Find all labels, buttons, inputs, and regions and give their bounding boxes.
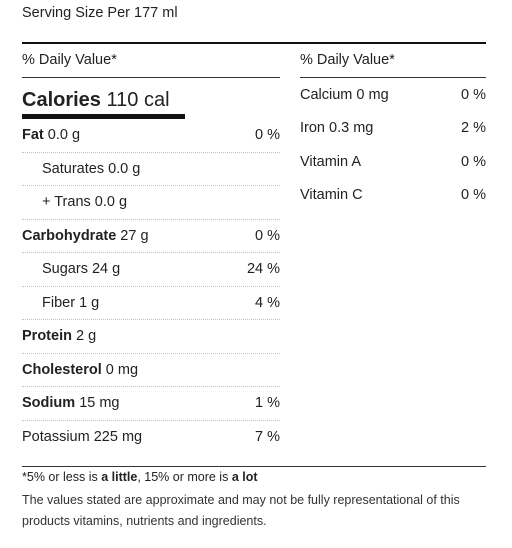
percent-footnote: *5% or less is a little, 15% or more is …: [22, 470, 258, 484]
nutrient-percent: 7 %: [255, 429, 280, 446]
nutrient-row: Protein 2 g: [22, 320, 280, 354]
nutrient-percent: 4 %: [255, 294, 280, 311]
nutrient-name: Carbohydrate 27 g: [22, 227, 149, 244]
nutrient-percent: 0 %: [255, 227, 280, 244]
nutrient-name: Sugars 24 g: [42, 261, 121, 278]
daily-value-header: % Daily Value*: [22, 46, 280, 78]
vitamin-row: Vitamin A 0 %: [300, 145, 486, 179]
calories-value: 110 cal: [106, 89, 170, 111]
nutrient-name: Sodium 15 mg: [22, 395, 120, 412]
vitamin-row: Iron 0.3 mg 2 %: [300, 112, 486, 146]
nutrient-name: Cholesterol 0 mg: [22, 361, 139, 378]
nutrient-row: Cholesterol 0 mg: [22, 354, 280, 387]
calories-underline: [22, 114, 185, 119]
nutrient-row: Sodium 15 mg 1 %: [22, 387, 280, 421]
vitamin-percent: 0 %: [461, 86, 486, 103]
vitamin-name: Iron 0.3 mg: [300, 120, 374, 137]
nutrient-percent: 0 %: [255, 127, 280, 144]
vitamin-name: Calcium 0 mg: [300, 86, 389, 103]
vitamins-column: % Daily Value* Calcium 0 mg 0 % Iron 0.3 m…: [300, 46, 486, 212]
calories-block: Calories 110 cal: [22, 78, 280, 119]
vitamin-name: Vitamin C: [300, 187, 363, 204]
bottom-divider: [22, 466, 486, 467]
nutrient-row: Saturates 0.0 g: [22, 153, 280, 186]
vitamin-percent: 0 %: [461, 187, 486, 204]
nutrient-row: Sugars 24 g 24 %: [22, 253, 280, 287]
calories-label: Calories: [22, 89, 101, 111]
vitamins-daily-value-header: % Daily Value*: [300, 46, 486, 78]
nutrient-row: Fat 0.0 g 0 %: [22, 119, 280, 153]
nutrient-name: Fiber 1 g: [42, 294, 100, 311]
vitamin-percent: 0 %: [461, 153, 486, 170]
vitamin-row: Vitamin C 0 %: [300, 179, 486, 213]
nutrient-name: Saturates 0.0 g: [42, 160, 141, 177]
vitamin-name: Vitamin A: [300, 153, 361, 170]
nutrient-percent: 24 %: [246, 261, 280, 278]
nutrient-row: Carbohydrate 27 g 0 %: [22, 220, 280, 253]
vitamin-row: Calcium 0 mg 0 %: [300, 78, 486, 112]
nutrient-row: Potassium 225 mg 7 %: [22, 421, 280, 455]
top-divider: [22, 42, 486, 44]
nutrient-row: Fiber 1 g 4 %: [22, 287, 280, 320]
nutrients-column: % Daily Value* Calories 110 cal Fat 0.0 …: [22, 46, 280, 454]
nutrient-row: + Trans 0.0 g: [22, 186, 280, 220]
nutrient-name: Potassium 225 mg: [22, 429, 143, 446]
nutrient-list: Fat 0.0 g 0 % Saturates 0.0 g + Trans 0.0 g…: [22, 119, 280, 454]
serving-size: Serving Size Per 177 ml: [22, 5, 178, 21]
vitamin-percent: 2 %: [461, 120, 486, 137]
vitamin-list: Calcium 0 mg 0 % Iron 0.3 mg 2 % Vitamin A 0 …: [300, 78, 486, 212]
nutrient-percent: 1 %: [255, 395, 280, 412]
disclaimer-text: The values stated are approximate and ma…: [22, 493, 460, 528]
nutrient-name: Fat 0.0 g: [22, 127, 81, 144]
nutrient-name: Protein 2 g: [22, 328, 97, 345]
nutrient-name: + Trans 0.0 g: [42, 194, 128, 211]
